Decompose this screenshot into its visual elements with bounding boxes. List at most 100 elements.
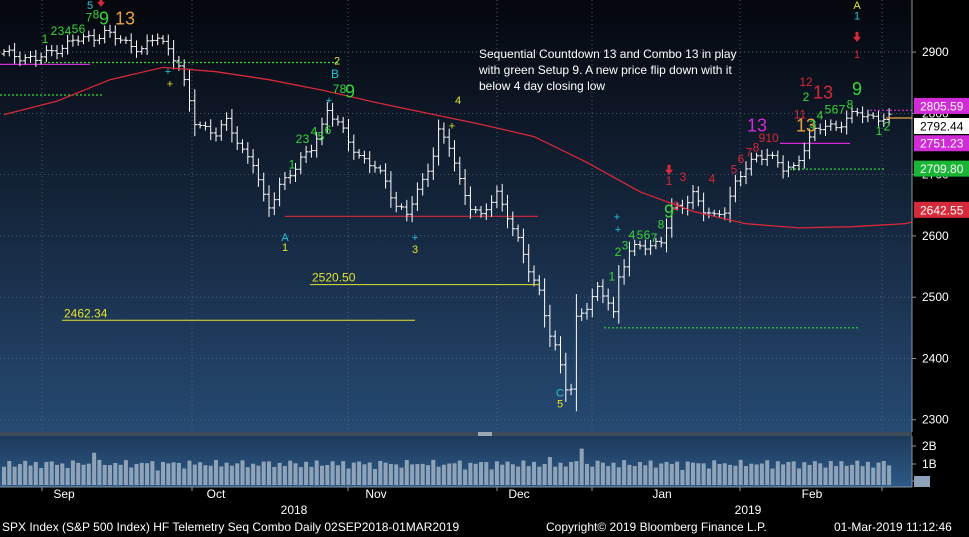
ohlc-bar: [589, 288, 595, 318]
volume-bar: [532, 461, 536, 485]
ohlc-bar: [436, 119, 441, 166]
ohlc-bar: [786, 160, 791, 178]
ohlc-bar: [552, 330, 558, 351]
volume-bar: [388, 463, 393, 485]
volume-bar: [123, 460, 128, 485]
count-label: 5: [731, 162, 738, 176]
volume-bar: [65, 468, 70, 485]
volume-bar: [616, 467, 621, 485]
ohlc-bar: [266, 185, 272, 217]
ohlc-bar: [807, 128, 812, 160]
count-label: 1: [609, 270, 616, 284]
ohlc-bar: [489, 195, 494, 217]
count-label: 8: [847, 97, 854, 111]
count-label: 6: [738, 152, 745, 166]
ohlc-bar: [171, 40, 176, 70]
count-label: 8: [340, 82, 347, 96]
price-tag-label: 2805.59: [920, 99, 964, 113]
volume-bar: [489, 469, 494, 485]
count-label: 13: [813, 83, 833, 103]
month-label: Feb: [802, 487, 823, 501]
ohlc-bar: [531, 265, 537, 287]
volume-bar: [341, 461, 346, 485]
volume-bar: [436, 466, 441, 485]
volume-bar: [182, 468, 187, 485]
volume-bar: [309, 466, 314, 485]
ohlc-bar: [112, 25, 118, 46]
ohlc-bar: [388, 171, 394, 208]
volume-bar: [802, 462, 807, 485]
count-label: 6: [325, 123, 332, 137]
price-tick-label: 2600: [922, 229, 949, 243]
time-axis[interactable]: Sep Oct Nov Dec Jan Feb 2018 2019: [0, 486, 969, 517]
panel-divider[interactable]: [0, 432, 912, 436]
divider-handle[interactable]: [478, 432, 492, 436]
price-axis[interactable]: 2300240025002600270028002900: [911, 0, 969, 436]
price-tick-label: 2900: [922, 45, 949, 59]
annotation-line: below 4 day closing low: [479, 79, 605, 93]
volume-bar: [850, 464, 854, 485]
volume-bar: [192, 464, 197, 485]
volume-bar: [39, 467, 44, 485]
ohlc-bar: [59, 44, 65, 58]
volume-bar: [17, 464, 22, 485]
count-label: +: [615, 224, 621, 236]
ohlc-bar: [303, 145, 309, 163]
ohlc-bar: [86, 30, 92, 42]
count-label: 7: [651, 231, 658, 245]
volume-bar: [823, 467, 828, 485]
ohlc-bar: [203, 121, 208, 131]
count-label: 10: [765, 131, 779, 145]
ohlc-bar: [621, 259, 627, 285]
ohlc-bar: [12, 42, 17, 64]
ohlc-bar: [478, 205, 484, 218]
ohlc-bar: [1, 49, 7, 57]
spx-chart: C5123456789132B+789123456A1++4++3C512345…: [0, 0, 969, 517]
ohlc-bar: [6, 45, 12, 57]
volume-bar: [722, 463, 727, 485]
ohlc-bar: [49, 44, 55, 57]
count-label: 7: [746, 145, 753, 159]
volume-bar: [214, 460, 218, 485]
ohlc-bar: [775, 150, 781, 168]
price-tag-label: 2792.44: [920, 119, 964, 133]
year-label: 2018: [281, 503, 308, 517]
price-tag-box: [914, 117, 969, 134]
ohlc-bar: [309, 144, 314, 158]
ohlc-bar: [616, 264, 622, 324]
volume-bar: [70, 460, 75, 485]
ohlc-bar: [886, 108, 892, 126]
count-label: 13: [747, 116, 767, 136]
volume-bar: [818, 463, 823, 485]
volume-bar: [2, 466, 6, 485]
volume-bar: [367, 462, 372, 485]
ohlc-bar: [505, 194, 510, 229]
ohlc-bar: [192, 89, 198, 137]
volume-bar: [638, 461, 642, 485]
count-label: 4: [455, 95, 461, 107]
ohlc-bar: [420, 173, 426, 196]
ohlc-bar: [483, 203, 489, 220]
count-label: A: [853, 0, 861, 12]
ohlc-bar: [44, 45, 49, 62]
volume-bar: [261, 461, 266, 485]
volume-bar: [373, 468, 377, 485]
support-label: 2462.34: [64, 306, 108, 320]
ohlc-bar: [722, 207, 728, 221]
count-label: 5: [318, 129, 325, 143]
ohlc-bar: [319, 117, 325, 146]
count-label: 3: [412, 244, 418, 256]
volume-bar: [887, 465, 892, 485]
volume-bar: [855, 460, 860, 485]
volume-bar: [701, 463, 706, 485]
volume-bar: [145, 463, 150, 485]
ohlc-bar: [22, 54, 28, 65]
count-label: 4: [65, 24, 72, 38]
volume-bar: [505, 461, 510, 485]
count-label: 2: [673, 199, 680, 213]
ohlc-bar: [839, 121, 844, 133]
status-bar: SPX Index (S&P 500 Index) HF Telemetry S…: [0, 517, 969, 537]
ohlc-bar: [97, 34, 102, 45]
count-label: +: [326, 95, 332, 107]
ohlc-bar: [250, 149, 256, 174]
